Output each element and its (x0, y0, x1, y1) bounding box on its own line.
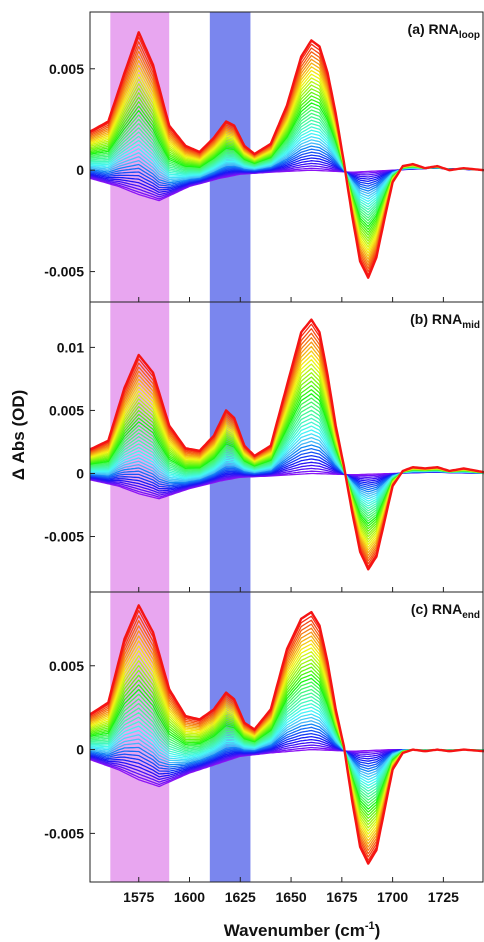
y-tick-label: 0 (76, 162, 84, 178)
y-tick-label: 0 (76, 465, 84, 481)
highlight-band-0 (110, 592, 170, 882)
panel-1: 0.01 0.005 0 -0.005 (b) RNAmid (44, 301, 484, 593)
y-tick-label: -0.005 (44, 825, 84, 841)
x-tick-label: 1625 (225, 889, 256, 905)
y-tick-label: -0.005 (44, 529, 84, 545)
plot-area (90, 302, 484, 592)
y-tick-label: -0.005 (44, 264, 84, 280)
x-tick-label: 1600 (174, 889, 205, 905)
x-tick-label: 1700 (377, 889, 408, 905)
y-tick-label: 0.005 (49, 61, 84, 77)
panel-0: 0.005 0 -0.005 (a) RNAloop (44, 11, 484, 303)
y-axis-label: Δ Abs (OD) (9, 390, 28, 481)
x-axis-label: Wavenumber (cm-1) (224, 920, 381, 940)
y-tick-label: 0.005 (49, 658, 84, 674)
y-tick-label: 0 (76, 742, 84, 758)
plot-area (90, 592, 484, 882)
series-line-39 (90, 318, 484, 571)
panel-title: (b) RNAmid (410, 311, 480, 331)
plot-area (90, 12, 484, 302)
y-tick-label: 0.005 (49, 402, 84, 418)
panel-frame (89, 591, 484, 883)
series-line-39 (90, 604, 484, 865)
x-tick-label: 1575 (123, 889, 154, 905)
panel-title: (c) RNAend (411, 601, 480, 621)
panel-2: 0.005 0 -0.005 (c) RNAend (44, 591, 484, 883)
y-tick-label: 0.01 (57, 339, 84, 355)
x-tick-label: 1675 (326, 889, 357, 905)
x-tick-labels: 1575 1600 1625 1650 1675 1700 1725 (123, 889, 459, 905)
panel-title: (a) RNAloop (408, 21, 480, 41)
x-tick-label: 1650 (275, 889, 306, 905)
x-tick-label: 1725 (428, 889, 459, 905)
series-line-39 (90, 31, 484, 279)
